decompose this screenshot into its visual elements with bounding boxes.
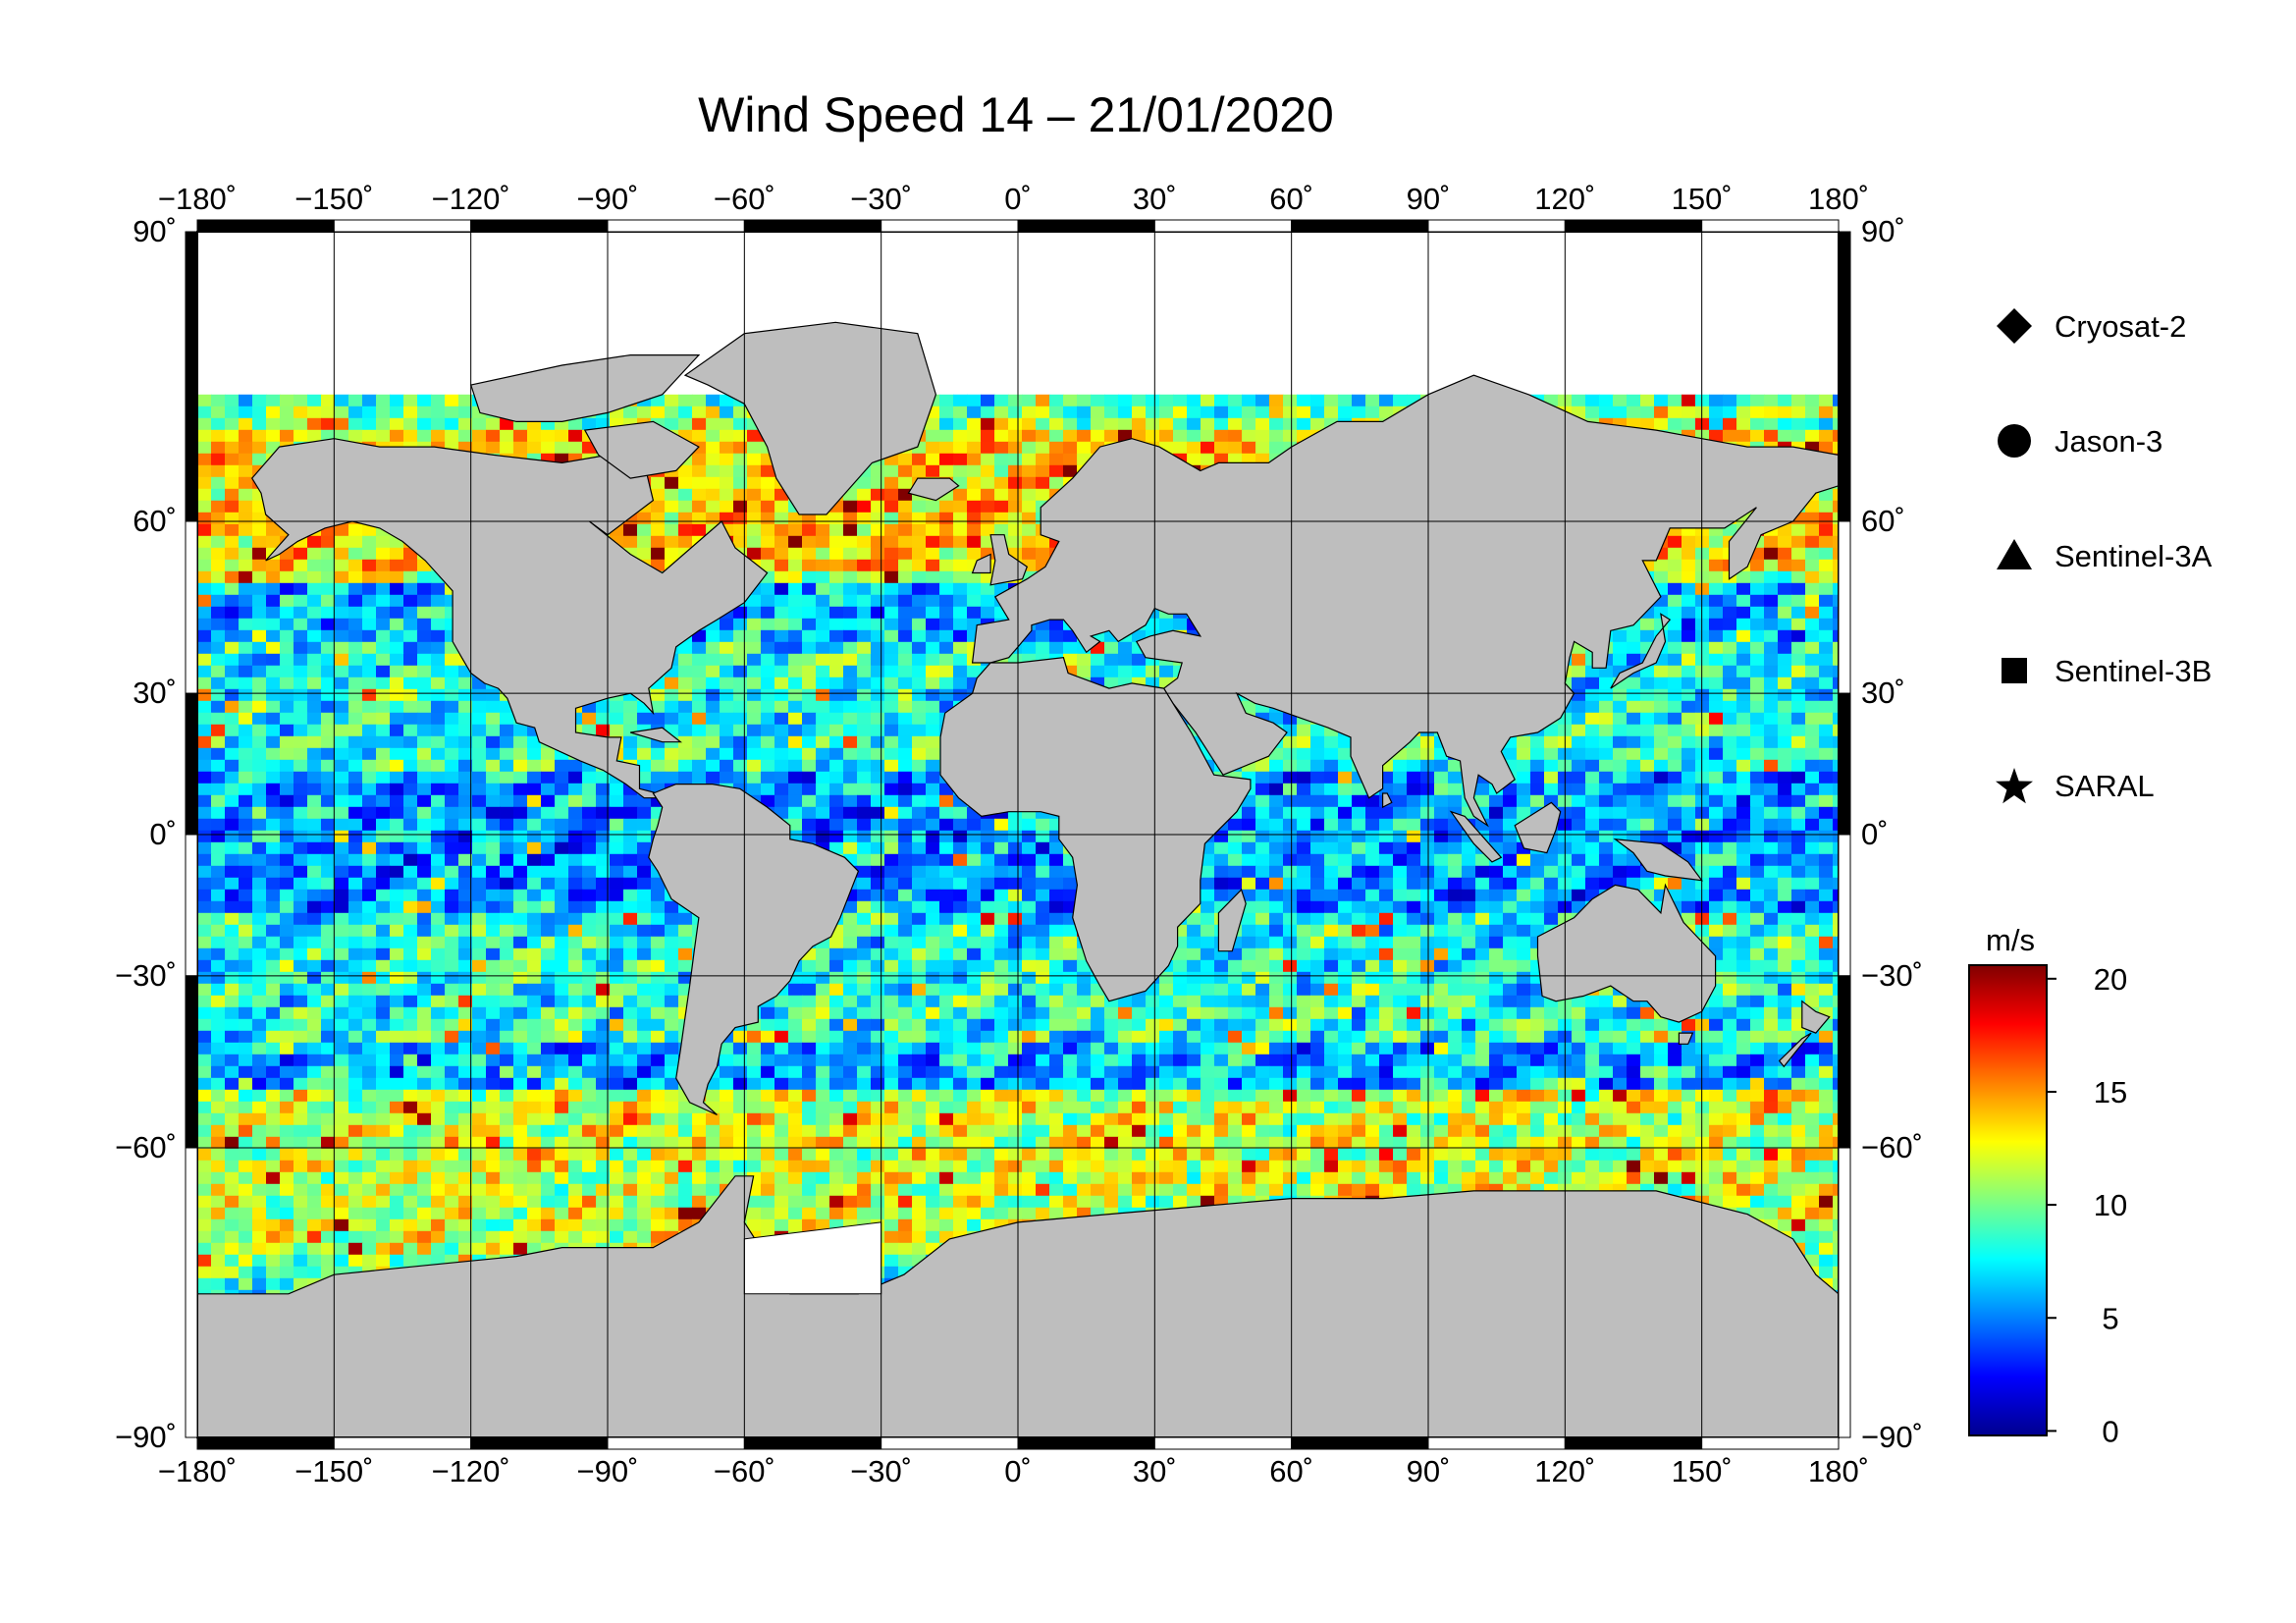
land-polygon — [1801, 1000, 1831, 1034]
colorbar-tick-label: 5 — [2102, 1301, 2118, 1335]
lat-tick-right: 90˚ — [1861, 214, 1905, 248]
lon-tick-bottom: −180˚ — [158, 1454, 237, 1488]
lon-tick-bottom: −120˚ — [432, 1454, 510, 1488]
legend-label: Cryosat-2 — [2055, 309, 2186, 344]
legend-item-circle: Jason-3 — [1998, 424, 2163, 459]
lat-tick-left: −30˚ — [115, 958, 177, 993]
lon-tick-top: −120˚ — [432, 182, 510, 216]
lon-tick-bottom: 150˚ — [1672, 1454, 1733, 1488]
lat-tick-left: 30˚ — [133, 676, 177, 710]
lat-tick-left: 0˚ — [149, 817, 177, 851]
land-polygon — [250, 438, 769, 799]
lat-tick-left: −90˚ — [115, 1420, 177, 1454]
land-polygon — [1382, 792, 1393, 809]
lon-tick-top: 150˚ — [1672, 182, 1733, 216]
lat-tick-right: −30˚ — [1861, 958, 1923, 993]
triangle-icon — [1997, 539, 2032, 569]
legend-label: Sentinel-3A — [2055, 539, 2213, 573]
latitude-ticks-left: 90˚ 60˚ 30˚ 0˚ −30˚ −60˚ −90˚ — [115, 214, 177, 1454]
colorbar: m/s 20 15 10 5 0 — [1968, 923, 2127, 1448]
lon-tick-top: 0˚ — [1004, 182, 1032, 216]
lon-tick-bottom: 60˚ — [1269, 1454, 1313, 1488]
legend-label: SARAL — [2055, 769, 2155, 803]
lat-tick-left: 90˚ — [133, 214, 177, 248]
land-polygon — [1449, 810, 1503, 863]
land-polygon — [469, 354, 701, 422]
satellite-legend: Cryosat-2 Jason-3 Sentinel-3A Sentinel-3B SA… — [1996, 308, 2213, 804]
land-polygon — [1613, 838, 1704, 882]
colorbar-tick-label: 20 — [2094, 962, 2127, 997]
lat-tick-right: 60˚ — [1861, 504, 1905, 538]
lat-tick-left: −60˚ — [115, 1130, 177, 1164]
land-polygon — [907, 477, 960, 502]
map-frame — [185, 219, 1851, 1450]
lat-tick-right: 30˚ — [1861, 676, 1905, 710]
legend-label: Jason-3 — [2055, 424, 2163, 459]
legend-item-star: SARAL — [1996, 768, 2155, 804]
lon-tick-bottom: 120˚ — [1534, 1454, 1595, 1488]
land-polygon — [1514, 801, 1562, 854]
land-polygon — [1778, 1032, 1812, 1068]
map-title: Wind Speed 14 – 21/01/2020 — [698, 87, 1334, 142]
circle-icon — [1998, 424, 2031, 458]
star-icon — [1996, 768, 2033, 804]
lon-tick-bottom: −150˚ — [294, 1454, 373, 1488]
latitude-ticks-right: 90˚ 60˚ 30˚ 0˚ −30˚ −60˚ −90˚ — [1861, 214, 1923, 1454]
land-polygon — [971, 374, 1839, 828]
lon-tick-top: 120˚ — [1534, 182, 1595, 216]
longitude-ticks-bottom: −180˚ −150˚ −120˚ −90˚ −60˚ −30˚ 0˚ 30˚ 60˚ 90˚ 12… — [158, 1454, 1869, 1488]
legend-item-diamond: Cryosat-2 — [1997, 308, 2186, 344]
land-polygon — [1678, 1032, 1694, 1045]
lon-tick-top: 90˚ — [1407, 182, 1451, 216]
longitude-ticks-top: −180˚ −150˚ −120˚ −90˚ −60˚ −30˚ 0˚ 30˚ 60˚ 90˚ 12… — [158, 182, 1869, 216]
lon-tick-bottom: 180˚ — [1808, 1454, 1869, 1488]
lon-tick-top: 180˚ — [1808, 182, 1869, 216]
lon-tick-top: −30˚ — [850, 182, 912, 216]
lon-tick-bottom: −90˚ — [577, 1454, 639, 1488]
lon-tick-bottom: 0˚ — [1004, 1454, 1032, 1488]
colorbar-ramp — [1968, 964, 2048, 1436]
land-polygon — [630, 727, 683, 743]
lon-tick-top: 60˚ — [1269, 182, 1313, 216]
colorbar-tick-label: 0 — [2102, 1414, 2118, 1448]
legend-label: Sentinel-3B — [2055, 654, 2212, 688]
legend-item-triangle: Sentinel-3A — [1997, 539, 2213, 573]
lon-tick-top: −90˚ — [577, 182, 639, 216]
lat-tick-left: 60˚ — [133, 504, 177, 538]
colorbar-tick-label: 15 — [2094, 1075, 2127, 1109]
frame-border-bars — [185, 219, 1851, 1450]
lon-tick-bottom: 90˚ — [1407, 1454, 1451, 1488]
lat-tick-right: 0˚ — [1861, 817, 1889, 851]
lon-tick-bottom: −60˚ — [714, 1454, 775, 1488]
land-polygon — [648, 784, 860, 1116]
lon-tick-top: −180˚ — [158, 182, 237, 216]
square-icon — [2002, 658, 2027, 683]
lon-tick-bottom: 30˚ — [1133, 1454, 1177, 1488]
lon-tick-bottom: −30˚ — [850, 1454, 912, 1488]
land-polygon — [683, 321, 937, 515]
lat-tick-right: −90˚ — [1861, 1420, 1923, 1454]
lon-tick-top: 30˚ — [1133, 182, 1177, 216]
colorbar-unit: m/s — [1986, 923, 2035, 957]
land-polygon — [971, 553, 991, 574]
land-polygon — [1217, 888, 1247, 952]
lon-tick-top: −150˚ — [294, 182, 373, 216]
land-polygon — [583, 420, 700, 479]
diamond-icon — [1997, 308, 2032, 344]
colorbar-tick-label: 10 — [2094, 1188, 2127, 1222]
lat-tick-right: −60˚ — [1861, 1130, 1923, 1164]
lon-tick-top: −60˚ — [714, 182, 775, 216]
colorbar-ticks: 20 15 10 5 0 — [2047, 962, 2127, 1448]
land-polygon — [1610, 613, 1672, 689]
legend-item-square: Sentinel-3B — [2002, 654, 2212, 688]
